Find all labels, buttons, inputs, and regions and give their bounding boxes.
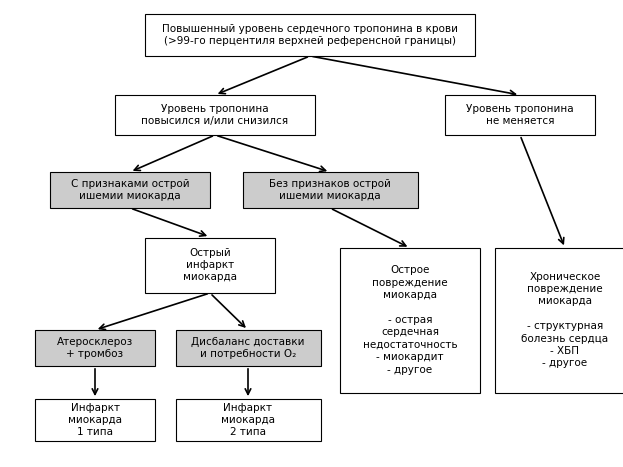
Text: Атеросклероз
+ тромбоз: Атеросклероз + тромбоз bbox=[57, 337, 133, 359]
Text: Без признаков острой
ишемии миокарда: Без признаков острой ишемии миокарда bbox=[269, 179, 391, 201]
Text: Инфаркт
миокарда
1 типа: Инфаркт миокарда 1 типа bbox=[68, 403, 122, 438]
FancyBboxPatch shape bbox=[176, 330, 320, 366]
FancyBboxPatch shape bbox=[50, 172, 210, 208]
FancyBboxPatch shape bbox=[35, 330, 155, 366]
FancyBboxPatch shape bbox=[445, 95, 595, 135]
Text: Уровень тропонина
повысился и/или снизился: Уровень тропонина повысился и/или снизил… bbox=[141, 104, 288, 126]
FancyBboxPatch shape bbox=[176, 399, 320, 441]
Text: Инфаркт
миокарда
2 типа: Инфаркт миокарда 2 типа bbox=[221, 403, 275, 438]
FancyBboxPatch shape bbox=[35, 399, 155, 441]
FancyBboxPatch shape bbox=[340, 248, 480, 392]
Text: Острое
повреждение
миокарда

- острая
сердечная
недостаточность
- миокардит
- др: Острое повреждение миокарда - острая сер… bbox=[363, 265, 457, 375]
Text: Острый
инфаркт
миокарда: Острый инфаркт миокарда bbox=[183, 248, 237, 283]
Text: С признаками острой
ишемии миокарда: С признаками острой ишемии миокарда bbox=[70, 179, 189, 201]
Text: Хроническое
повреждение
миокарда

- структурная
болезнь сердца
- ХБП
- другое: Хроническое повреждение миокарда - струк… bbox=[521, 272, 609, 368]
FancyBboxPatch shape bbox=[145, 238, 275, 292]
Text: Уровень тропонина
не меняется: Уровень тропонина не меняется bbox=[466, 104, 574, 126]
FancyBboxPatch shape bbox=[115, 95, 315, 135]
FancyBboxPatch shape bbox=[242, 172, 417, 208]
Text: Повышенный уровень сердечного тропонина в крови
(>99-го перцентиля верхней рефер: Повышенный уровень сердечного тропонина … bbox=[162, 24, 458, 46]
FancyBboxPatch shape bbox=[495, 248, 623, 392]
FancyBboxPatch shape bbox=[145, 14, 475, 56]
Text: Дисбаланс доставки
и потребности О₂: Дисбаланс доставки и потребности О₂ bbox=[191, 337, 305, 359]
